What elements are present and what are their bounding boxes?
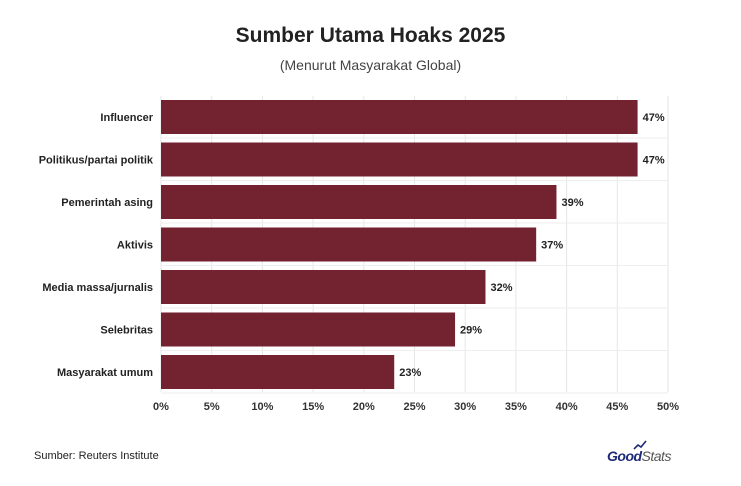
bar (161, 355, 395, 389)
x-tick-label: 15% (302, 401, 324, 413)
x-tick-label: 5% (204, 401, 220, 413)
source-note: Sumber: Reuters Institute (34, 450, 159, 462)
chart-subtitle: (Menurut Masyarakat Global) (279, 57, 462, 73)
x-tick-label: 25% (403, 401, 425, 413)
bar (161, 312, 456, 347)
bar (161, 227, 537, 262)
chart-title: Sumber Utama Hoaks 2025 (235, 24, 506, 47)
labels: 0% 5% 10% 15% 20% 25% 30% 35% 40% 45% 50% Influence… (39, 112, 680, 413)
value-label: 32% (490, 282, 512, 294)
x-tick-label: 40% (556, 401, 578, 413)
value-label: 47% (643, 112, 665, 124)
chart-trend-icon (633, 440, 647, 450)
x-tick-label: 20% (353, 401, 375, 413)
category-label: Media massa/jurnalis (42, 282, 153, 294)
x-tick-label: 30% (454, 401, 476, 413)
x-tick-label: 10% (251, 401, 273, 413)
category-label: Influencer (100, 112, 153, 124)
category-label: Masyarakat umum (57, 367, 153, 379)
bar (161, 142, 638, 177)
x-tick-label: 50% (657, 401, 679, 413)
bar (161, 185, 557, 219)
bars (161, 100, 638, 389)
value-label: 37% (541, 240, 563, 252)
bar-chart: 0% 5% 10% 15% 20% 25% 30% 35% 40% 45% 50% Influence… (39, 96, 680, 413)
value-label: 29% (460, 325, 482, 337)
brand-stats: Stats (641, 448, 672, 464)
x-tick-label: 45% (606, 401, 628, 413)
category-label: Aktivis (117, 240, 153, 252)
category-label: Selebritas (100, 325, 153, 337)
value-label: 23% (399, 367, 421, 379)
bar (161, 270, 486, 304)
value-label: 39% (561, 197, 583, 209)
goodstats-logo: GoodStats (607, 448, 671, 464)
x-tick-label: 35% (505, 401, 527, 413)
bar (161, 100, 638, 134)
category-label: Politikus/partai politik (39, 155, 154, 167)
category-label: Pemerintah asing (61, 197, 153, 209)
x-tick-label: 0% (153, 401, 169, 413)
value-label: 47% (643, 155, 665, 167)
brand-good: Good (607, 448, 642, 464)
